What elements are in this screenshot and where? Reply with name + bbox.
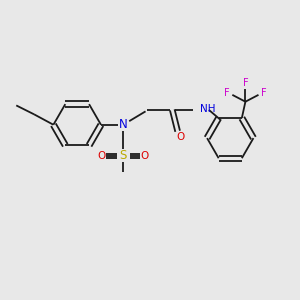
Text: O: O bbox=[176, 132, 184, 142]
Text: O: O bbox=[98, 151, 106, 161]
Text: F: F bbox=[224, 88, 230, 98]
Text: S: S bbox=[120, 149, 127, 162]
Text: NH: NH bbox=[200, 104, 215, 114]
Text: O: O bbox=[141, 151, 149, 161]
Text: N: N bbox=[119, 118, 128, 131]
Text: F: F bbox=[243, 78, 248, 88]
Text: F: F bbox=[261, 88, 267, 98]
